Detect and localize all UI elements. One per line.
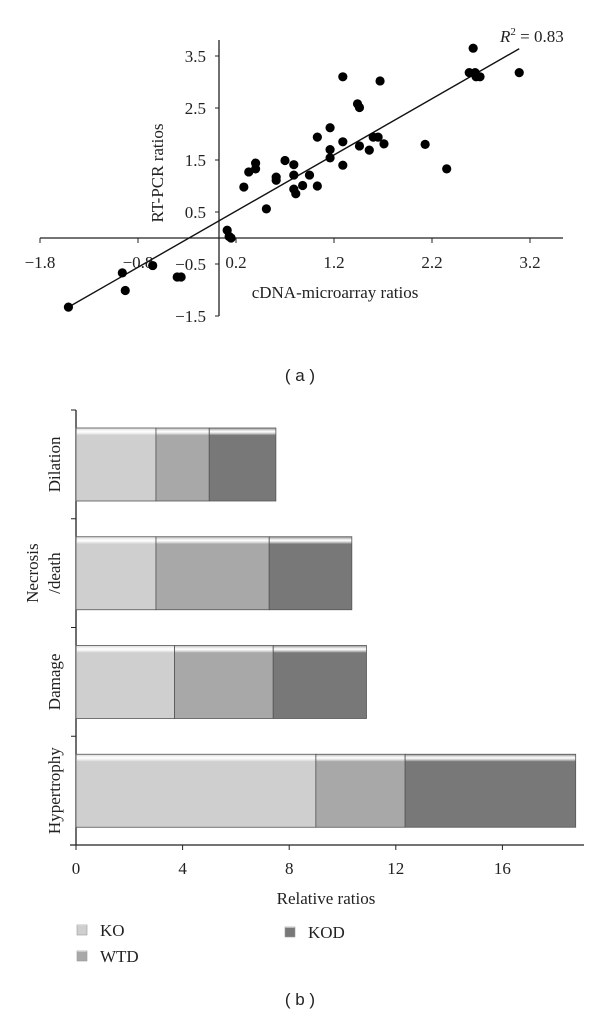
legend-label-kod: KOD <box>308 923 345 942</box>
y-tick-label: 3.5 <box>185 47 206 66</box>
data-point <box>289 170 299 180</box>
x-tick-label: 0 <box>72 859 81 878</box>
category-label: Dilation <box>45 436 64 492</box>
x-tick-label: 12 <box>387 859 404 878</box>
legend-swatch-ko <box>76 924 88 936</box>
y-tick-label: 1.5 <box>185 151 206 170</box>
panel-label-a: ( a ) <box>285 366 315 385</box>
bar-ko <box>75 753 317 828</box>
legend-swatch-wtd <box>76 950 88 962</box>
data-point <box>239 182 249 192</box>
data-point <box>261 204 271 214</box>
data-point <box>148 260 158 271</box>
r2-value: = 0.83 <box>516 27 564 46</box>
data-point <box>325 153 335 163</box>
bar-kod <box>268 536 353 611</box>
data-point <box>251 164 261 174</box>
data-point <box>325 145 335 155</box>
data-point <box>226 233 236 243</box>
bar-kod <box>272 645 367 719</box>
data-point <box>325 123 335 133</box>
data-point <box>338 160 348 170</box>
data-point <box>338 137 348 147</box>
bar-wtd <box>155 536 270 611</box>
x-tick-label: 2.2 <box>421 253 442 272</box>
y-tick-label: 0.5 <box>185 203 206 222</box>
y-axis-title: RT-PCR ratios <box>148 124 167 223</box>
data-point <box>304 170 315 180</box>
data-point <box>120 285 130 296</box>
y-tick-label: 2.5 <box>185 99 206 118</box>
legend-swatch-kod <box>284 926 296 938</box>
bar-ko <box>75 427 157 502</box>
data-point <box>373 132 383 142</box>
x-tick-label: 0.2 <box>225 253 246 272</box>
x-tick-label: 4 <box>178 859 187 878</box>
legend-label-wtd: WTD <box>100 947 139 966</box>
data-point <box>291 189 301 199</box>
x-tick-label: −1.8 <box>25 253 56 272</box>
data-point <box>475 72 485 82</box>
data-point <box>280 155 290 166</box>
data-point <box>244 167 254 177</box>
x-axis-title: Relative ratios <box>277 889 376 908</box>
data-point <box>514 68 524 78</box>
category-label: Damage <box>45 654 64 711</box>
data-point <box>312 181 322 191</box>
bar-ko <box>75 645 176 719</box>
x-tick-label: −0.8 <box>123 253 154 272</box>
data-point <box>468 43 478 53</box>
x-tick-label: 16 <box>494 859 511 878</box>
x-tick-label: 3.2 <box>519 253 540 272</box>
data-point <box>442 164 452 174</box>
x-tick-label: 1.2 <box>323 253 344 272</box>
data-point <box>289 160 299 170</box>
data-point <box>420 139 430 149</box>
bar-wtd <box>315 753 406 828</box>
data-point <box>298 180 308 191</box>
data-point <box>117 268 127 278</box>
legend-label-ko: KO <box>100 921 125 940</box>
panel-label-b: ( b ) <box>285 990 315 1009</box>
data-point <box>312 132 322 142</box>
bar-ko <box>75 536 157 611</box>
data-point <box>63 302 74 312</box>
x-axis-title: cDNA-microarray ratios <box>252 283 419 302</box>
data-point <box>176 272 186 282</box>
data-point <box>379 139 389 149</box>
r2-symbol: R <box>499 27 511 46</box>
bar-wtd <box>174 645 274 719</box>
data-point <box>354 141 365 151</box>
y-tick-label: −0.5 <box>175 255 206 274</box>
category-label: Necrosis <box>23 543 42 602</box>
data-point <box>375 76 385 86</box>
data-point <box>338 72 348 82</box>
bar-wtd <box>155 427 210 502</box>
bar-kod <box>208 427 277 502</box>
data-point <box>354 102 365 113</box>
category-label: /death <box>45 552 64 594</box>
category-label: Hypertrophy <box>45 747 64 834</box>
x-tick-label: 8 <box>285 859 294 878</box>
y-tick-label: −1.5 <box>175 307 206 326</box>
bar-kod <box>404 753 577 828</box>
data-point <box>364 145 374 155</box>
r2-superscript: 2 <box>510 26 516 38</box>
data-point <box>271 175 281 185</box>
r-squared-annotation: R2 = 0.83 <box>499 26 564 46</box>
